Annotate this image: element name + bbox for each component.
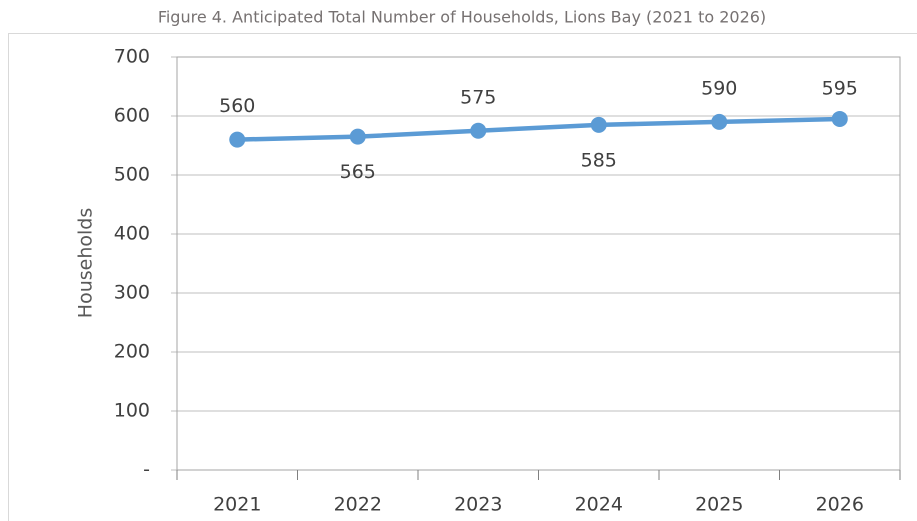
data-label: 560	[219, 95, 255, 117]
data-label: 590	[701, 77, 737, 99]
y-tick-label: 500	[114, 164, 150, 186]
data-label: 575	[460, 86, 496, 108]
y-tick-label: 700	[114, 46, 150, 68]
series-line	[237, 116, 840, 142]
data-point	[711, 113, 728, 130]
chart-title: Figure 4. Anticipated Total Number of Ho…	[158, 8, 766, 27]
data-point	[349, 128, 366, 145]
data-label: 565	[340, 161, 376, 183]
x-tick-label: 2026	[816, 494, 864, 516]
x-tick-label: 2022	[334, 494, 382, 516]
data-label: 585	[581, 149, 617, 171]
data-point	[229, 131, 246, 148]
y-tick-label: 300	[114, 282, 150, 304]
data-label: 595	[822, 77, 858, 99]
x-tick-label: 2021	[213, 494, 261, 516]
y-tick-label: 600	[114, 105, 150, 127]
x-tick-label: 2024	[575, 494, 623, 516]
data-point	[831, 110, 848, 127]
data-point	[590, 116, 607, 133]
y-tick-label: 400	[114, 223, 150, 245]
y-tick-label: 100	[114, 400, 150, 422]
y-tick-label: -	[143, 459, 150, 481]
chart-frame	[8, 33, 917, 521]
x-tick-label: 2025	[695, 494, 743, 516]
y-axis-label: Households	[75, 208, 97, 318]
x-tick-label: 2023	[454, 494, 502, 516]
y-tick-label: 200	[114, 341, 150, 363]
data-point	[470, 122, 487, 139]
